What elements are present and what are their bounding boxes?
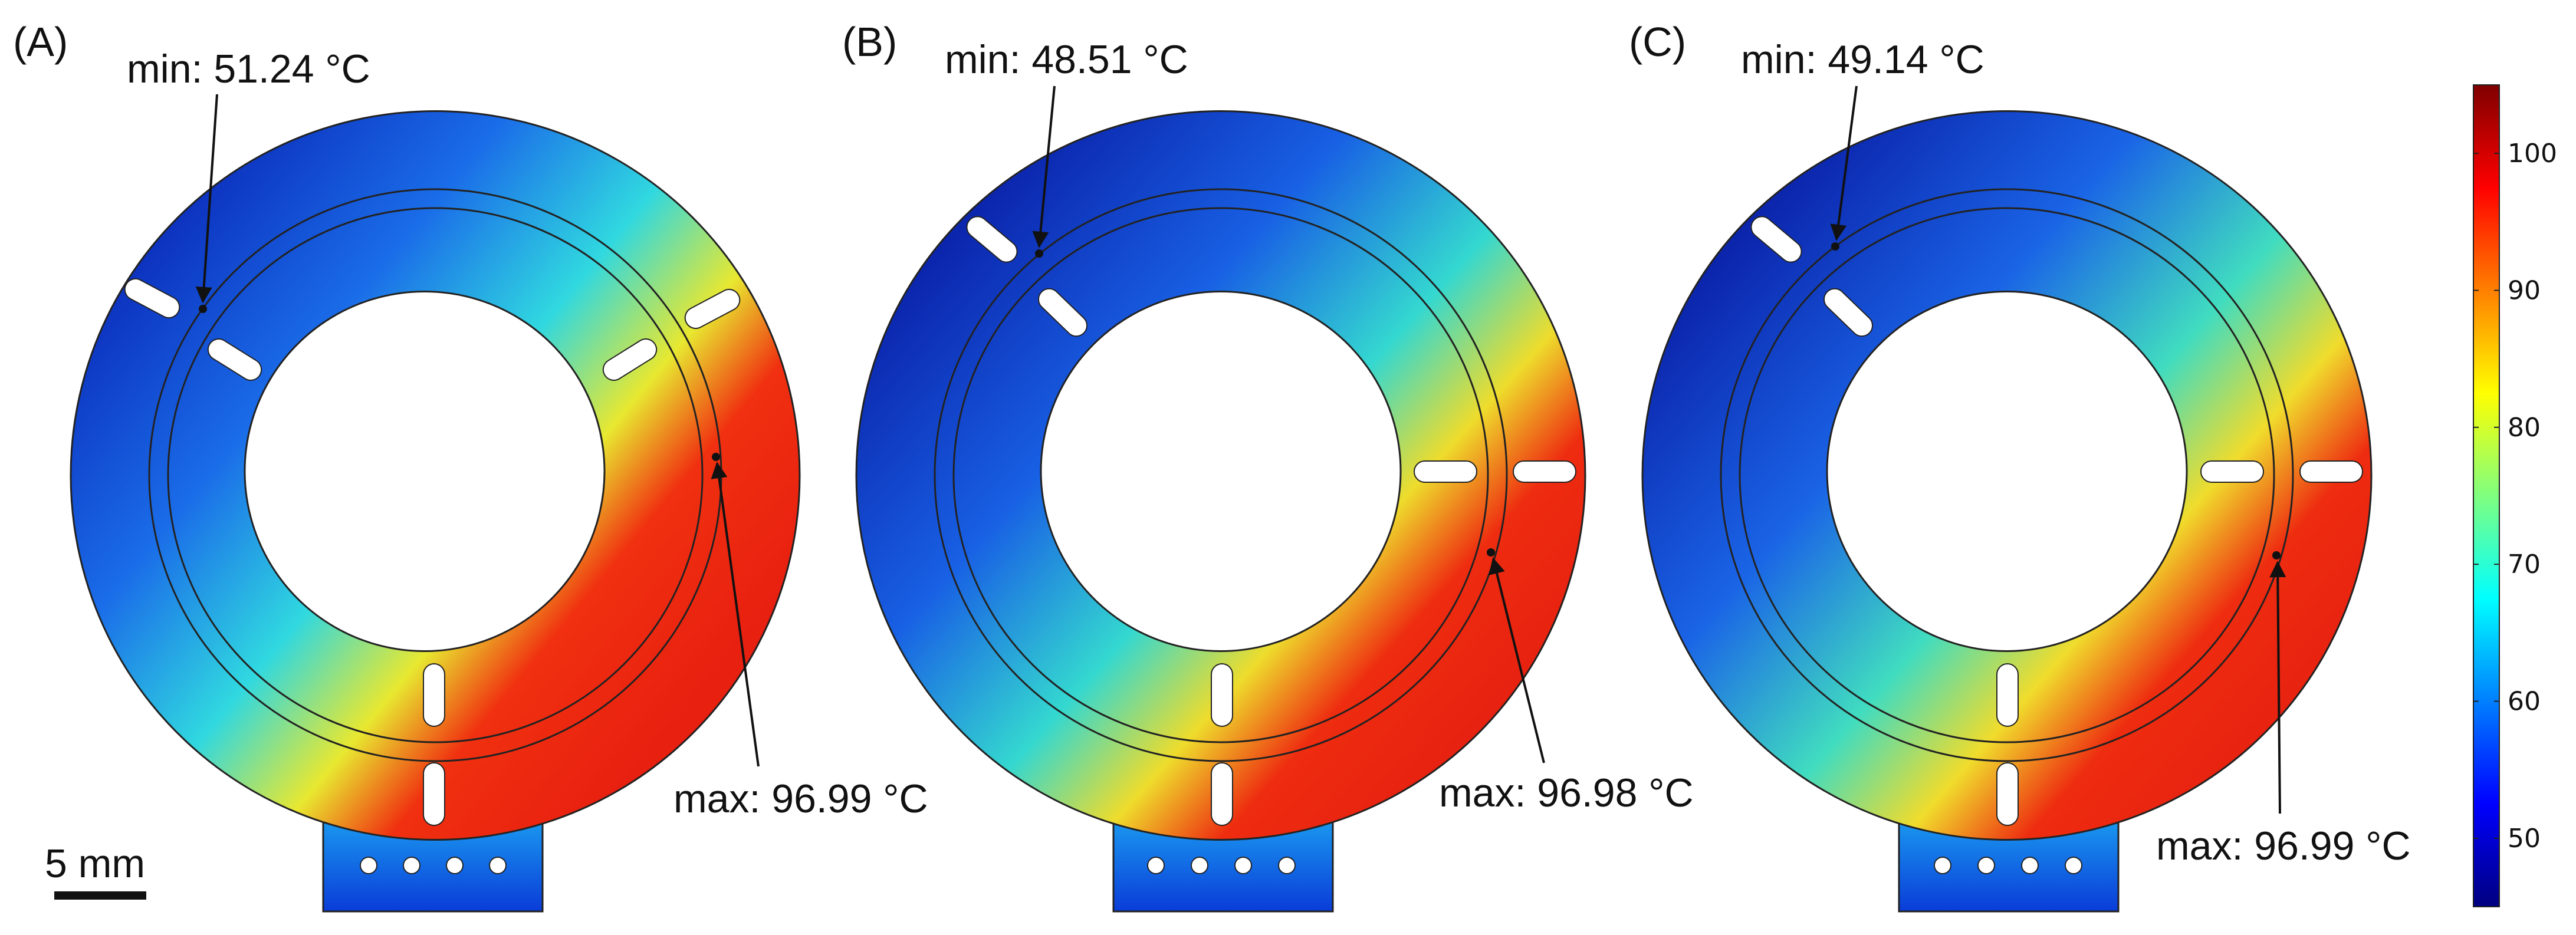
panel-label: (A)	[13, 19, 68, 65]
min-arrow	[1830, 85, 1858, 241]
slot	[602, 338, 658, 381]
max-point	[2272, 551, 2281, 559]
ring-body	[70, 110, 801, 841]
panel-a: (A) min: 51.24 °C max: 96.99 °C 5 mm	[13, 19, 928, 913]
max-arrow	[711, 462, 760, 767]
max-arrow	[2269, 561, 2286, 814]
colorbar: 50 60 70 80 90 100	[2473, 84, 2557, 907]
panel-b: (B) min: 48.51 °C max: 96.98 °C	[842, 19, 1694, 913]
colorbar-tick-label: 70	[2508, 549, 2541, 580]
panel-label: (C)	[1629, 19, 1686, 65]
slot	[207, 338, 262, 381]
tab-hole	[1234, 857, 1252, 874]
colorbar-gradient	[2473, 84, 2500, 907]
min-temp-label: min: 48.51 °C	[945, 37, 1188, 82]
min-temp-label: min: 49.14 °C	[1741, 37, 1984, 82]
slot	[2299, 460, 2363, 483]
min-temp-label: min: 51.24 °C	[127, 47, 370, 91]
min-point	[199, 305, 207, 313]
tab-hole	[403, 857, 420, 874]
colorbar-ticks: 50 60 70 80 90 100	[2473, 139, 2557, 854]
panel-c: (C) min: 49.14 °C max: 96.99 °C	[1629, 19, 2411, 913]
slot	[1211, 663, 1233, 727]
slot	[423, 762, 445, 826]
channel-outer-line	[934, 188, 1508, 762]
slot	[423, 663, 445, 727]
channel-inner-line	[1739, 207, 2275, 743]
slot	[684, 288, 741, 330]
max-temp-label: max: 96.99 °C	[2156, 824, 2411, 868]
slot	[966, 216, 1018, 263]
slot	[2200, 460, 2264, 483]
min-point	[1035, 249, 1043, 258]
tab-hole	[489, 857, 507, 874]
slot	[1750, 216, 1802, 263]
slot	[1037, 288, 1088, 337]
tab-hole	[360, 857, 377, 874]
colorbar-tick-label: 100	[2508, 139, 2557, 169]
tab-hole	[1147, 857, 1165, 874]
tab-hole	[446, 857, 464, 874]
slot	[124, 278, 180, 319]
max-arrow	[1489, 557, 1545, 763]
colorbar-tick-label: 50	[2508, 824, 2541, 854]
tab-hole	[1278, 857, 1296, 874]
colorbar-tick-label: 90	[2508, 276, 2541, 306]
slot	[1996, 663, 2019, 727]
scale-bar-label: 5 mm	[45, 841, 145, 886]
tab-hole	[1934, 857, 1951, 874]
slot	[1513, 460, 1576, 483]
colorbar-tick-label: 80	[2508, 413, 2541, 443]
tab-hole	[2021, 857, 2039, 874]
tab-hole	[1191, 857, 1208, 874]
max-temp-label: max: 96.99 °C	[673, 776, 928, 821]
slot	[1996, 762, 2019, 826]
slot	[1823, 288, 1874, 337]
slot	[1211, 762, 1233, 826]
slot	[1414, 460, 1477, 483]
ring-body	[1641, 110, 2373, 841]
channel-outer-line	[1720, 188, 2294, 762]
tab-hole	[1977, 857, 1995, 874]
panel-label: (B)	[842, 19, 897, 65]
ring-body	[855, 110, 1586, 841]
channel-inner-line	[167, 207, 704, 743]
min-arrow	[1032, 85, 1056, 248]
channel-inner-line	[952, 207, 1489, 743]
min-arrow	[195, 94, 218, 304]
max-point	[712, 453, 720, 461]
tab-hole	[2065, 857, 2082, 874]
colorbar-tick-label: 60	[2508, 687, 2541, 717]
max-temp-label: max: 96.98 °C	[1439, 771, 1694, 815]
max-point	[1487, 548, 1495, 557]
scale-bar	[54, 891, 146, 900]
min-point	[1831, 242, 1839, 251]
